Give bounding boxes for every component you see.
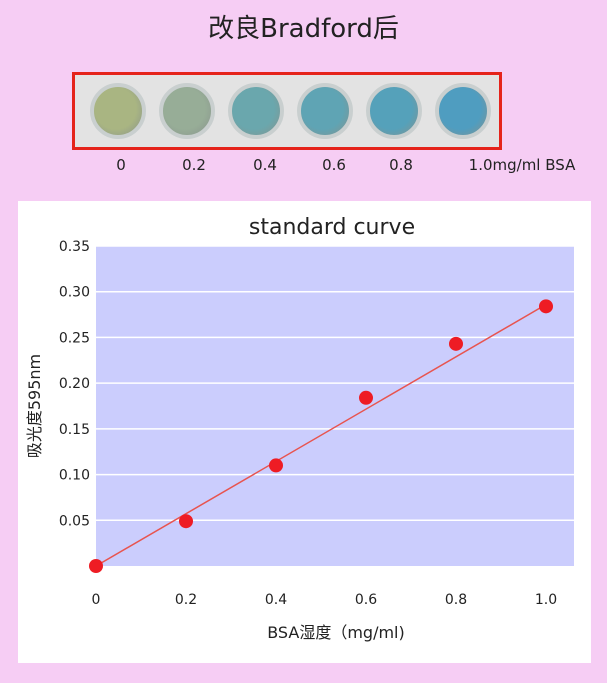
data-point [179, 514, 193, 529]
y-tick-label: 0.10 [59, 468, 90, 484]
well-1 [159, 83, 215, 139]
data-point [269, 458, 283, 473]
standard-curve-chart: 0.050.100.150.200.250.300.35 0 0.2 0.4 0.6 0… [25, 215, 574, 642]
x-tick-label: 0.4 [265, 592, 287, 608]
y-tick-label: 0.05 [59, 513, 90, 529]
y-tick-labels: 0.05 0.10 0.15 0.20 0.25 0.30 0.35 [59, 239, 90, 529]
data-point [449, 336, 463, 351]
gridlines [96, 245, 574, 522]
page-title: 改良Bradford后 [208, 14, 399, 44]
well-strip [72, 72, 502, 150]
well-0 [90, 83, 146, 139]
y-axis-label: 吸光度595nm [25, 354, 44, 458]
concentration-label: 0.8 [389, 156, 413, 174]
concentration-label: 1.0mg/ml BSA [468, 156, 576, 174]
y-tick-label: 0.35 [59, 239, 90, 255]
well-5 [435, 83, 491, 139]
concentration-label: 0.6 [322, 156, 346, 174]
x-tick-label: 1.0 [535, 592, 557, 608]
concentration-label: 0 [116, 156, 126, 174]
well-3 [297, 83, 353, 139]
x-tick-label: 0.2 [175, 592, 197, 608]
data-points [89, 299, 553, 573]
chart-title: standard curve [249, 215, 415, 240]
trend-line [95, 303, 547, 567]
chart-panel: 0.05 0.10 0.15 0.20 0.25 0.30 0.35 0 0.2 0.4 0.6 0… [18, 201, 591, 663]
data-point [539, 299, 553, 314]
x-tick-label: 0.8 [445, 592, 467, 608]
x-tick-labels: 0 0.2 0.4 0.6 0.8 1.0 [92, 592, 558, 608]
concentration-label: 0.4 [253, 156, 277, 174]
x-axis-label: BSA湿度（mg/ml) [267, 623, 405, 642]
x-tick-label: 0 [92, 592, 101, 608]
x-tick-label: 0.6 [355, 592, 377, 608]
data-point [359, 390, 373, 405]
y-tick-label: 0.20 [59, 376, 90, 392]
data-point [89, 559, 103, 573]
y-tick-label: 0.25 [59, 330, 90, 346]
concentration-label: 0.2 [182, 156, 206, 174]
plot-area [96, 246, 574, 566]
y-tick-label: 0.30 [59, 285, 90, 301]
y-tick-label: 0.15 [59, 422, 90, 438]
well-2 [228, 83, 284, 139]
well-4 [366, 83, 422, 139]
